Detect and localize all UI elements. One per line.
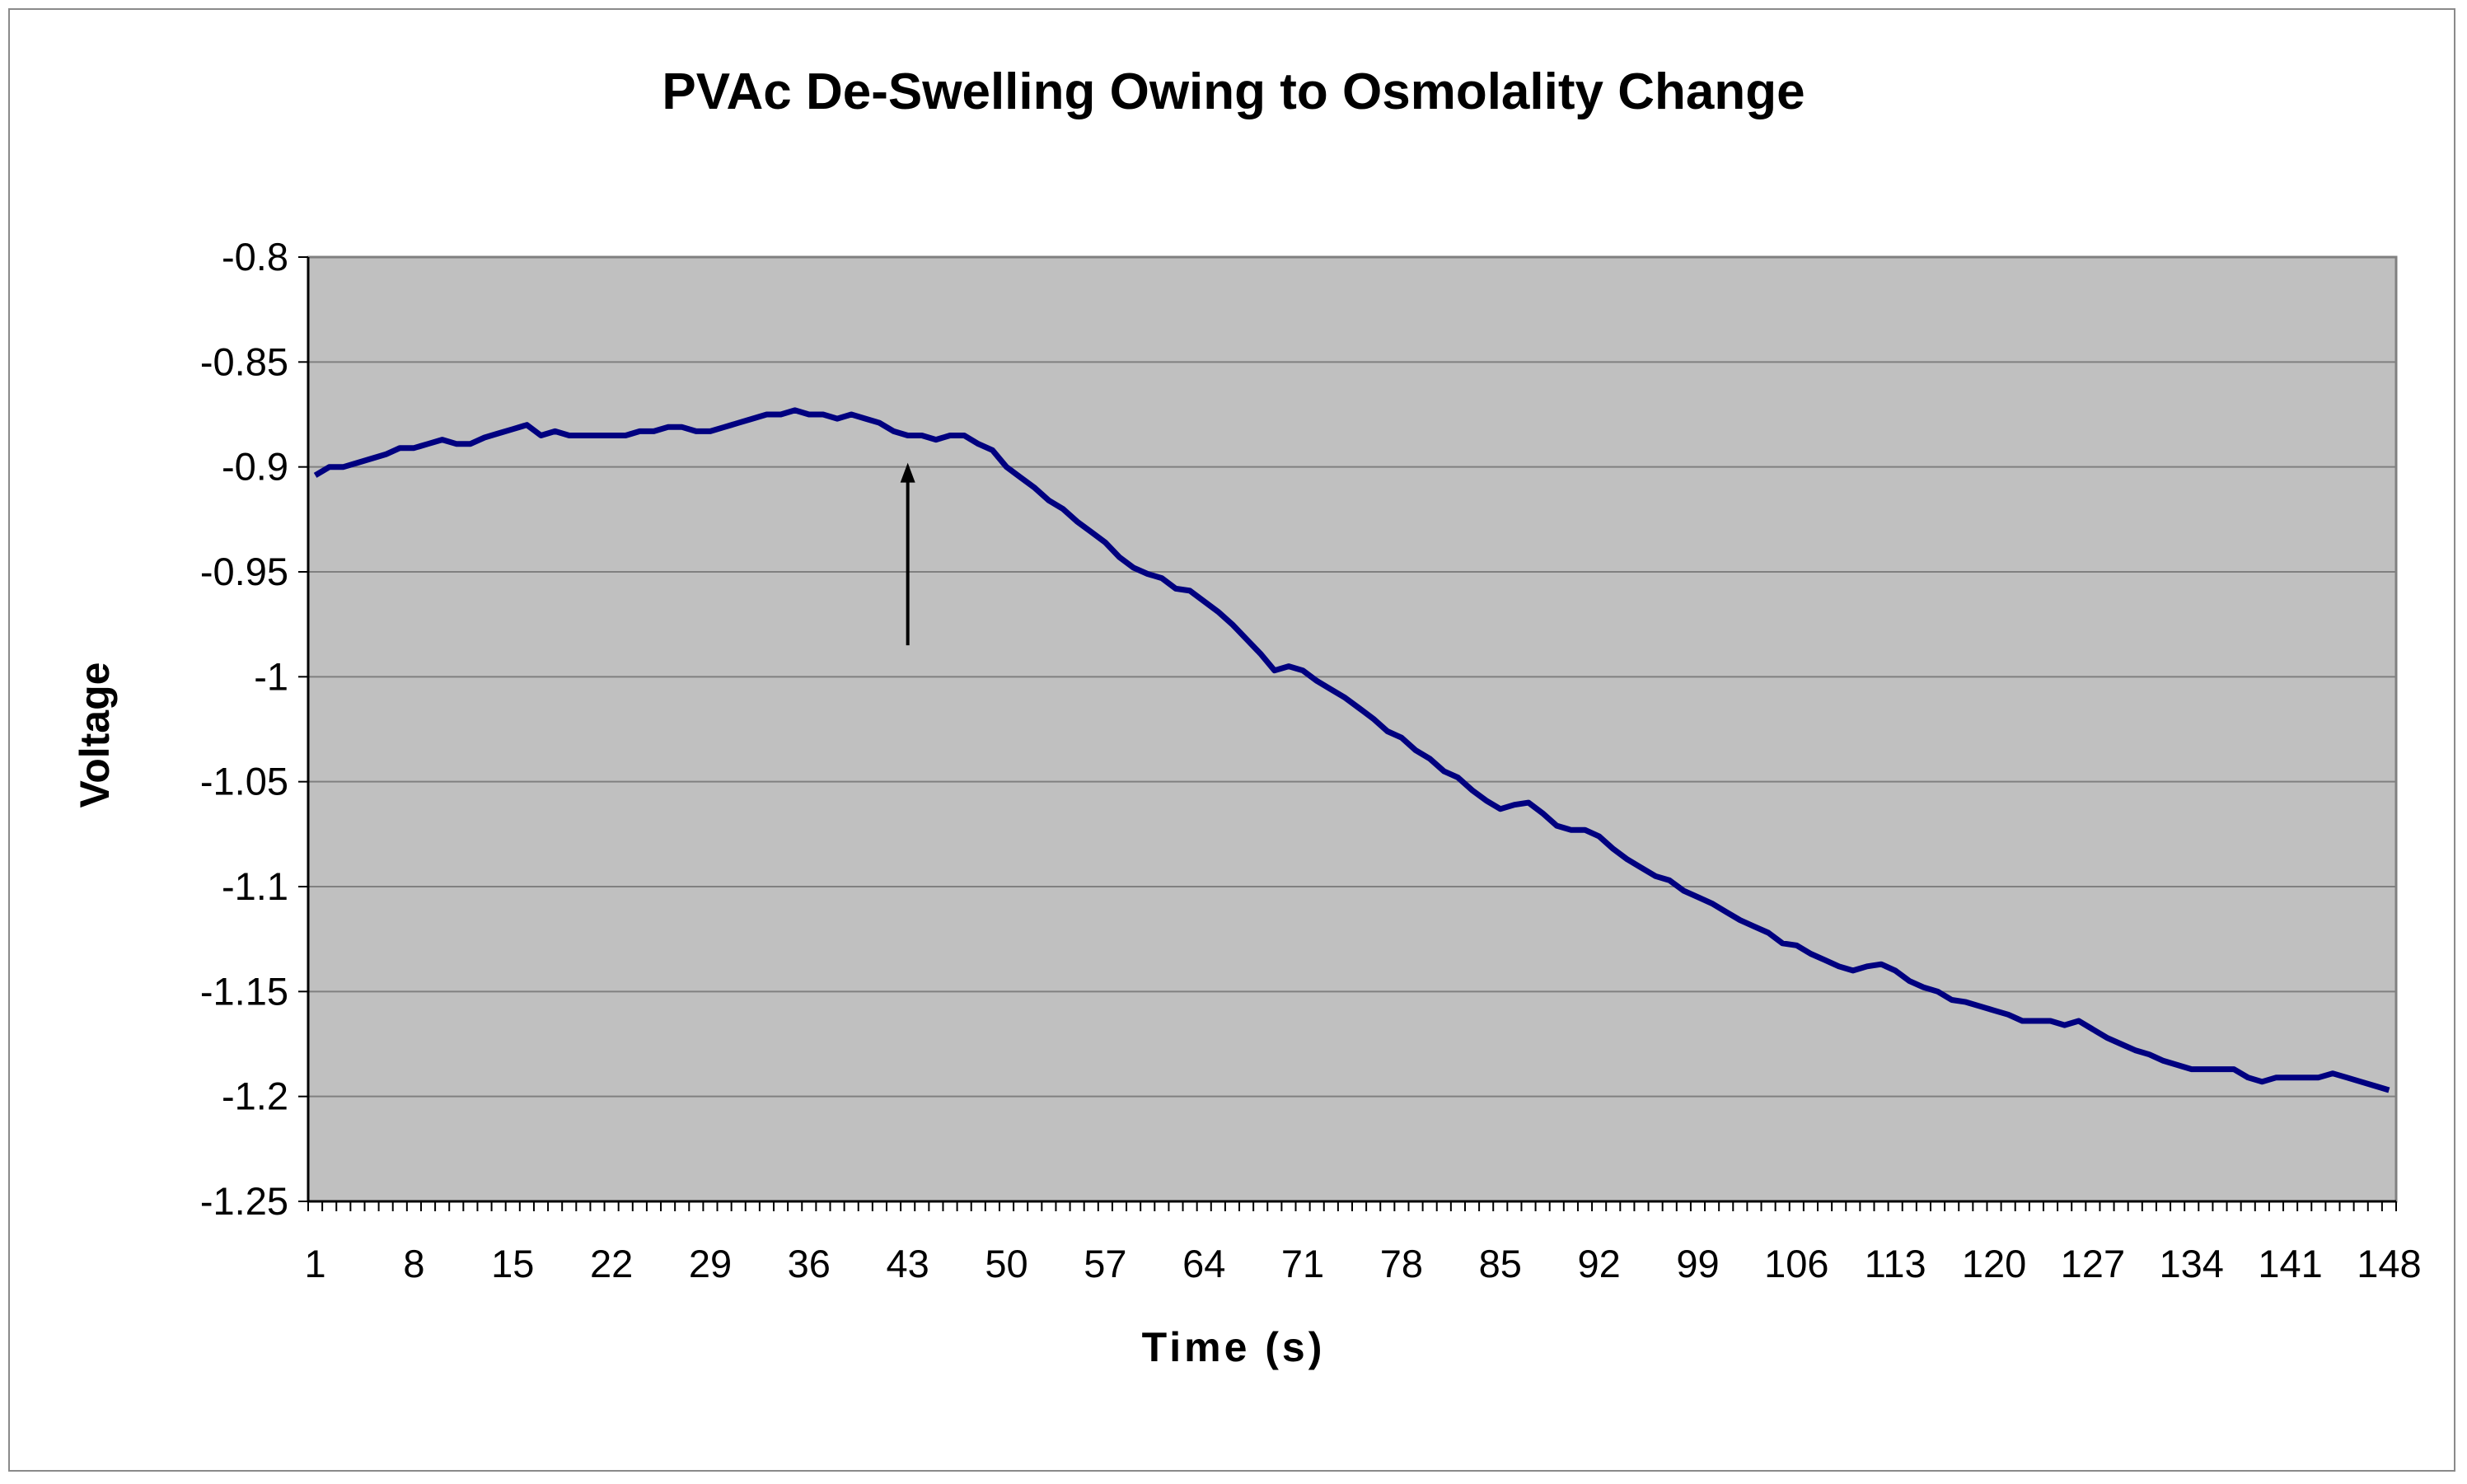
x-tick-label: 22 xyxy=(590,1242,633,1285)
y-tick-label: -0.95 xyxy=(200,550,288,593)
chart-title: PVAc De-Swelling Owing to Osmolality Cha… xyxy=(662,63,1805,120)
x-axis-title: Time (s) xyxy=(1142,1324,1326,1370)
x-tick-label: 127 xyxy=(2061,1242,2125,1285)
x-tick-label: 15 xyxy=(491,1242,534,1285)
annotation-arrow-head xyxy=(900,462,915,483)
gridlines xyxy=(308,361,2396,1098)
x-tick-label: 57 xyxy=(1084,1242,1126,1285)
x-tick-label: 43 xyxy=(887,1242,929,1285)
x-tick-label: 78 xyxy=(1380,1242,1423,1285)
x-tick-label: 71 xyxy=(1281,1242,1324,1285)
chart-container: PVAc De-Swelling Owing to Osmolality Cha… xyxy=(8,8,2455,1472)
y-tick-label: -0.8 xyxy=(222,235,288,279)
x-tick-label: 113 xyxy=(1865,1242,1926,1285)
x-tick-label: 141 xyxy=(2258,1242,2322,1285)
y-tick-label: -1.2 xyxy=(222,1074,288,1118)
y-tick-label: -0.9 xyxy=(222,445,288,489)
x-tick-label: 36 xyxy=(788,1242,831,1285)
y-tick-label: -1.15 xyxy=(200,969,288,1013)
y-tick-label: -0.85 xyxy=(200,339,288,383)
x-tick-label: 29 xyxy=(689,1242,732,1285)
y-tick-label: -1.1 xyxy=(222,864,288,908)
axes: -0.8 -0.85 -0.9 -0.95 -1 -1.05 -1.1 -1.15 -1.2 -1… xyxy=(200,235,2422,1285)
x-tick-label: 1 xyxy=(304,1242,325,1285)
x-tick-label: 134 xyxy=(2160,1242,2224,1285)
x-tick-label: 85 xyxy=(1479,1242,1522,1285)
x-tick-label: 50 xyxy=(985,1242,1028,1285)
x-tick-label: 99 xyxy=(1676,1242,1719,1285)
y-axis-title: Voltage xyxy=(72,662,118,808)
series-line xyxy=(313,407,2390,1093)
x-tick-label: 92 xyxy=(1577,1242,1620,1285)
x-tick-label: 106 xyxy=(1764,1242,1828,1285)
series-layer xyxy=(313,407,2390,1093)
annotation-layer xyxy=(900,462,915,646)
y-tick-label: -1.05 xyxy=(200,760,288,803)
x-tick-label: 64 xyxy=(1182,1242,1225,1285)
line-chart: PVAc De-Swelling Owing to Osmolality Cha… xyxy=(72,63,2422,1370)
plot-area xyxy=(307,255,2398,1203)
x-tick-label: 8 xyxy=(403,1242,424,1285)
x-tick-label: 120 xyxy=(1962,1242,2026,1285)
y-tick-label: -1 xyxy=(254,654,288,698)
x-tick-label: 148 xyxy=(2357,1242,2421,1285)
y-tick-label: -1.25 xyxy=(200,1179,288,1223)
